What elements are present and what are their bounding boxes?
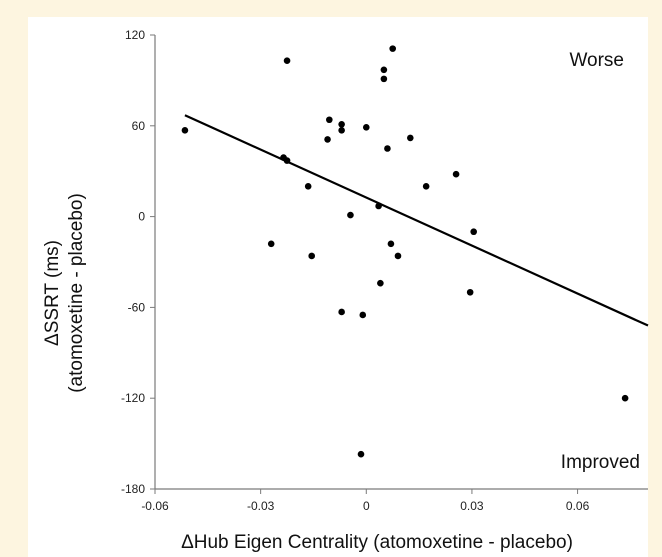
data-point bbox=[384, 145, 391, 152]
data-point bbox=[338, 120, 345, 128]
x-axis-title: ΔHub Eigen Centrality (atomoxetine - pla… bbox=[181, 532, 573, 553]
y-tick-label: 60 bbox=[132, 119, 146, 133]
data-point bbox=[304, 183, 312, 190]
annotation-improved: Improved bbox=[561, 452, 640, 473]
x-tick-label: -0.06 bbox=[141, 499, 169, 513]
data-point bbox=[324, 136, 331, 143]
y-axis-title-line1: ΔSSRT (ms) bbox=[42, 240, 63, 346]
data-point bbox=[377, 279, 384, 287]
data-point bbox=[422, 183, 430, 190]
data-point bbox=[394, 252, 402, 260]
y-tick-label: 0 bbox=[138, 210, 145, 224]
y-tick-label: -120 bbox=[121, 391, 145, 405]
data-point bbox=[357, 450, 365, 458]
data-point bbox=[283, 57, 291, 65]
data-point bbox=[466, 288, 474, 296]
x-tick-label: 0 bbox=[363, 499, 370, 513]
data-point bbox=[621, 394, 629, 402]
data-point bbox=[181, 127, 189, 134]
y-axis-title-line2: (atomoxetine - placebo) bbox=[66, 193, 87, 393]
data-point bbox=[347, 211, 354, 219]
x-tick-label: 0.03 bbox=[460, 499, 484, 513]
data-points bbox=[181, 45, 629, 458]
y-tick-label: 120 bbox=[125, 28, 145, 42]
data-point bbox=[326, 116, 333, 124]
data-point bbox=[308, 252, 316, 260]
data-point bbox=[387, 240, 395, 248]
annotation-worse: Worse bbox=[569, 50, 624, 71]
data-point bbox=[452, 170, 460, 178]
data-point bbox=[470, 228, 477, 236]
data-point bbox=[362, 124, 370, 131]
plot-panel bbox=[28, 17, 648, 557]
data-point bbox=[407, 134, 414, 142]
data-point bbox=[380, 75, 388, 83]
y-ticks: -180 -120 -60 0 60 120 bbox=[121, 28, 155, 496]
data-point bbox=[338, 308, 345, 316]
x-ticks: -0.06 -0.03 0 0.03 0.06 bbox=[141, 489, 590, 513]
trend-line bbox=[184, 114, 649, 327]
y-tick-label: -60 bbox=[128, 300, 146, 314]
x-tick-label: -0.03 bbox=[247, 499, 275, 513]
data-point bbox=[389, 45, 396, 52]
y-tick-label: -180 bbox=[121, 482, 145, 496]
axes bbox=[154, 35, 648, 490]
x-tick-label: 0.06 bbox=[566, 499, 590, 513]
data-point bbox=[380, 66, 388, 74]
data-point bbox=[267, 240, 275, 248]
data-point bbox=[359, 311, 367, 319]
data-point bbox=[338, 127, 345, 134]
